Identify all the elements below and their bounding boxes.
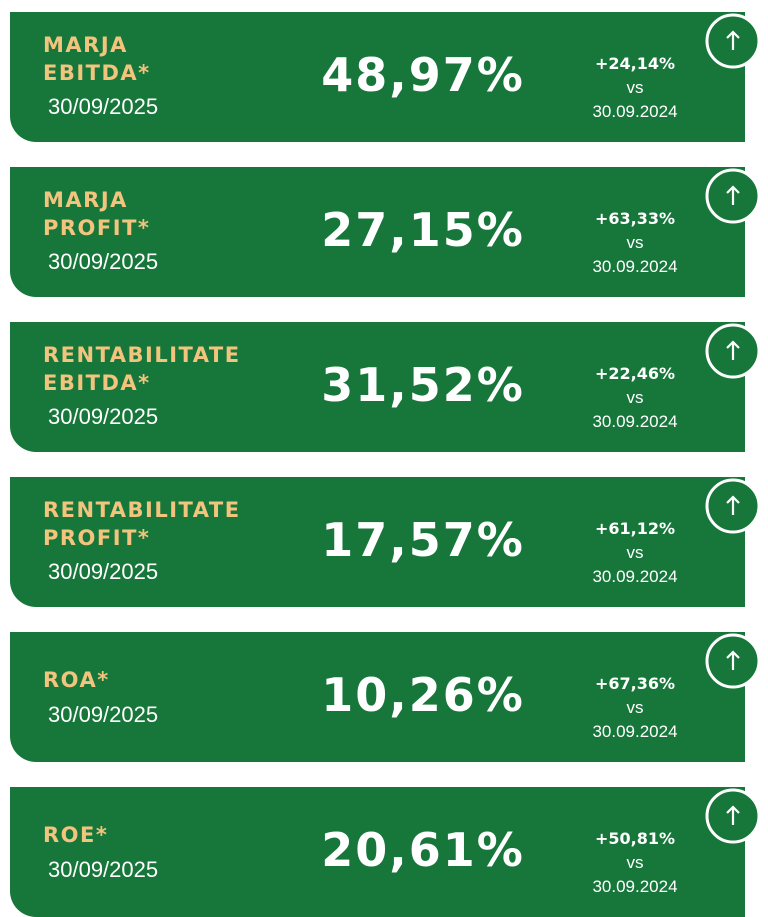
card-title: MARJA EBITDA* xyxy=(43,31,151,87)
metric-card: ROA* 30/09/2025 10,26% +67,36% vs 30.09.2024 xyxy=(10,632,745,762)
change: +22,46% xyxy=(594,364,676,383)
compare-date: 30.09.2024 xyxy=(592,567,678,586)
title-line: RENTABILITATE xyxy=(43,343,241,367)
card-date: 30/09/2025 xyxy=(48,702,159,727)
comparison: +61,12% vs 30.09.2024 xyxy=(592,517,677,589)
comparison: +22,46% vs 30.09.2024 xyxy=(592,362,677,434)
arrow-badge xyxy=(705,168,761,224)
up-arrow xyxy=(726,650,740,670)
change: +61,12% xyxy=(594,519,676,538)
card-date: 30/09/2025 xyxy=(48,404,159,429)
card-date: 30/09/2025 xyxy=(48,94,159,119)
comparison: +50,81% vs 30.09.2024 xyxy=(592,827,677,899)
comparison: +63,33% vs 30.09.2024 xyxy=(592,207,677,279)
change: +50,81% xyxy=(594,829,676,848)
title-line: ROE* xyxy=(43,823,109,847)
title-line: PROFIT* xyxy=(43,526,151,550)
compare-date: 30.09.2024 xyxy=(592,877,678,896)
arrow-badge xyxy=(705,633,761,689)
compare-date: 30.09.2024 xyxy=(592,722,678,741)
compare-date: 30.09.2024 xyxy=(592,412,678,431)
vs: vs xyxy=(626,853,644,872)
card-title: ROA* xyxy=(43,666,110,694)
vs: vs xyxy=(626,698,644,717)
change: +67,36% xyxy=(594,674,676,693)
up-arrow xyxy=(726,805,740,825)
comparison: +24,14% vs 30.09.2024 xyxy=(592,52,677,124)
vs: vs xyxy=(626,78,644,97)
metric-value: 48,97% xyxy=(321,48,525,102)
up-arrow xyxy=(726,185,740,205)
up-arrow xyxy=(726,495,740,515)
metric-card: RENTABILITATE EBITDA* 30/09/2025 31,52% +22,… xyxy=(10,322,745,452)
arrow-badge xyxy=(705,788,761,844)
up-arrow xyxy=(726,30,740,50)
compare-date: 30.09.2024 xyxy=(592,257,678,276)
title-line: PROFIT* xyxy=(43,216,151,240)
change: +24,14% xyxy=(594,54,676,73)
metric-value: 27,15% xyxy=(321,203,525,257)
metric-value: 17,57% xyxy=(321,513,525,567)
title-line: MARJA xyxy=(43,33,128,57)
metric-value: 31,52% xyxy=(321,358,525,412)
vs: vs xyxy=(626,543,644,562)
change: +63,33% xyxy=(594,209,676,228)
title-line: ROA* xyxy=(43,668,110,692)
arrow-badge xyxy=(705,323,761,379)
card-title: ROE* xyxy=(43,821,108,849)
title-line: EBITDA* xyxy=(43,61,151,85)
vs: vs xyxy=(626,388,644,407)
metric-value: 20,61% xyxy=(321,823,525,877)
up-arrow xyxy=(726,340,740,360)
metric-card: MARJA PROFIT* 30/09/2025 27,15% +63,33% vs 30.… xyxy=(10,167,745,297)
card-title: MARJA PROFIT* xyxy=(43,186,150,242)
arrow-badge xyxy=(705,478,761,534)
comparison: +67,36% vs 30.09.2024 xyxy=(592,672,677,744)
card-title: RENTABILITATE EBITDA* xyxy=(43,341,241,397)
card-date: 30/09/2025 xyxy=(48,249,159,274)
metric-card: RENTABILITATE PROFIT* 30/09/2025 17,57% +61,… xyxy=(10,477,745,607)
card-date: 30/09/2025 xyxy=(48,857,159,882)
compare-date: 30.09.2024 xyxy=(592,102,678,121)
title-line: EBITDA* xyxy=(43,371,151,395)
metric-card: ROE* 30/09/2025 20,61% +50,81% vs 30.09.2024 xyxy=(10,787,745,917)
vs: vs xyxy=(626,233,644,252)
arrow-badge xyxy=(705,13,761,69)
title-line: MARJA xyxy=(43,188,128,212)
card-date: 30/09/2025 xyxy=(48,559,159,584)
card-title: RENTABILITATE PROFIT* xyxy=(43,496,241,552)
title-line: RENTABILITATE xyxy=(43,498,241,522)
metric-card: MARJA EBITDA* 30/09/2025 48,97% +24,14% vs 30.… xyxy=(10,12,745,142)
metric-value: 10,26% xyxy=(321,668,525,722)
